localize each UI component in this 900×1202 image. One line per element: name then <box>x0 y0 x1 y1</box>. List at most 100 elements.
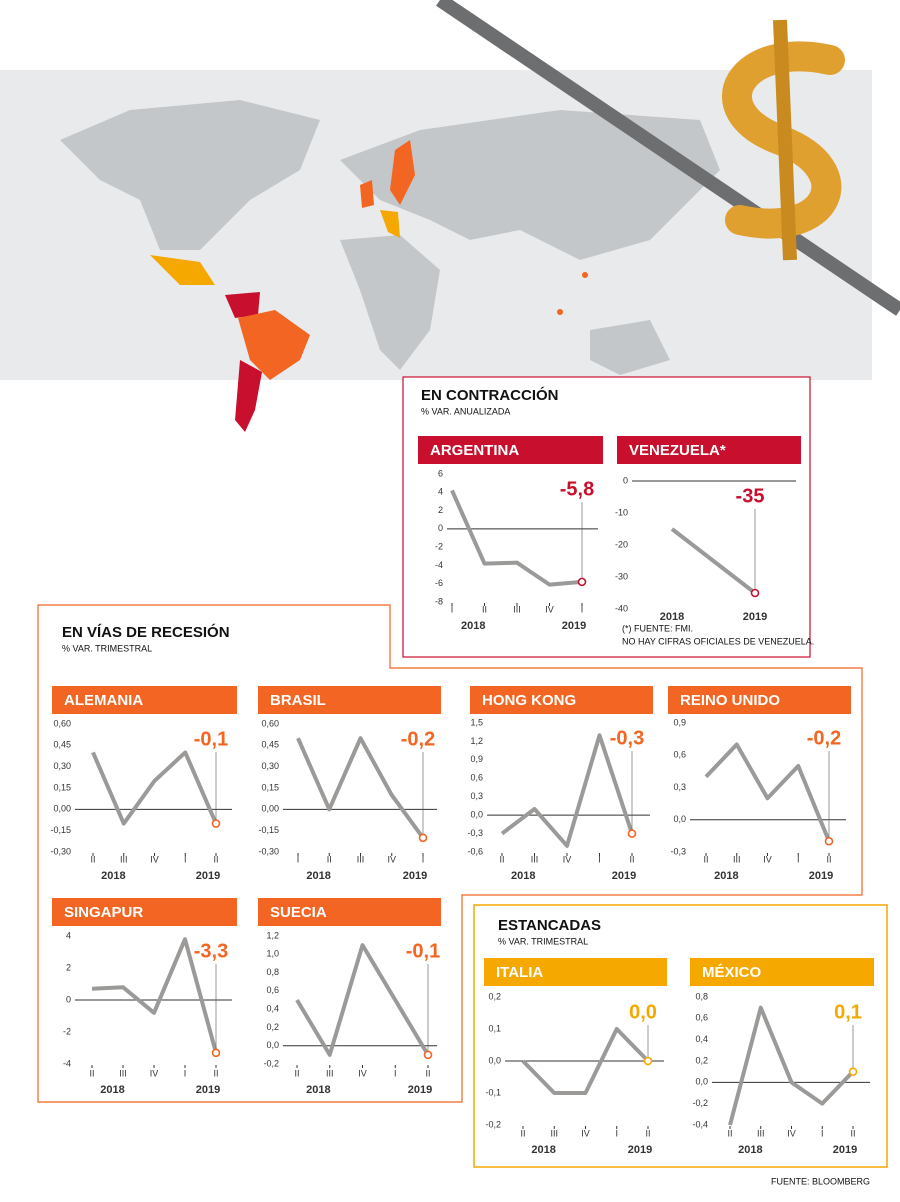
data-line <box>704 742 831 843</box>
north-america <box>60 100 320 250</box>
x-tick-label: II <box>826 854 831 864</box>
year-label: 2019 <box>562 620 586 632</box>
y-tick-label: -0,2 <box>485 1119 501 1129</box>
recession-box <box>37 604 863 1103</box>
x-tick-label: III <box>531 854 539 864</box>
y-tick-label: -2 <box>435 542 443 552</box>
x-tick-label: IV <box>358 1068 367 1078</box>
chart-title: SUECIA <box>270 904 327 921</box>
sweden-shape <box>390 140 415 205</box>
africa <box>340 235 440 370</box>
value-label: -0,2 <box>401 728 435 750</box>
y-tick-label: 0,15 <box>261 782 279 792</box>
x-tick-label: III <box>119 1068 127 1078</box>
chart-header <box>690 958 874 986</box>
y-tick-label: 0,4 <box>695 1034 708 1044</box>
y-tick-label: 0 <box>623 475 628 485</box>
year-label: 2019 <box>612 870 636 882</box>
section-subtitle: % VAR. ANUALIZADA <box>421 406 510 416</box>
chart-title: SINGAPUR <box>64 904 143 921</box>
y-tick-label: 0,0 <box>673 814 686 824</box>
y-tick-label: -0,4 <box>692 1119 708 1129</box>
data-line <box>91 937 218 1054</box>
value-label: -0,1 <box>406 940 440 962</box>
x-tick-label: I <box>581 604 584 614</box>
data-line <box>521 1027 650 1095</box>
y-tick-label: -0,2 <box>692 1098 708 1108</box>
y-tick-label: -10 <box>615 507 628 517</box>
year-label: 2018 <box>306 870 330 882</box>
x-tick-label: II <box>703 854 708 864</box>
italy-shape <box>380 210 400 238</box>
y-tick-label: 0,3 <box>673 782 686 792</box>
x-tick-label: III <box>120 854 128 864</box>
x-tick-label: IV <box>563 854 572 864</box>
y-tick-label: -6 <box>435 578 443 588</box>
point-marker <box>577 577 587 587</box>
argentina-shape <box>235 360 262 432</box>
y-tick-label: 0,3 <box>470 791 483 801</box>
x-tick-label: I <box>422 854 425 864</box>
x-tick-label: I <box>821 1128 824 1138</box>
mexico-shape <box>150 255 215 285</box>
x-tick-label: I <box>184 854 187 864</box>
x-tick-label: II <box>499 854 504 864</box>
chart-header <box>668 686 851 714</box>
x-tick-label: III <box>357 854 365 864</box>
x-tick-label: I <box>394 1068 397 1078</box>
y-tick-label: -4 <box>63 1058 71 1068</box>
chart-header <box>418 436 603 464</box>
x-tick-label: I <box>598 854 601 864</box>
x-tick-label: I <box>615 1128 618 1138</box>
section-title: ESTANCADAS <box>498 917 601 934</box>
y-tick-label: 0,00 <box>53 804 71 814</box>
y-tick-label: 4 <box>66 930 71 940</box>
x-tick-label: II <box>520 1128 525 1138</box>
y-tick-label: 0,0 <box>470 810 483 820</box>
point-marker <box>211 819 221 828</box>
x-tick-label: IV <box>150 1068 159 1078</box>
y-tick-label: 0,30 <box>261 761 279 771</box>
venezuela-shape <box>225 292 260 318</box>
y-tick-label: 0,60 <box>53 718 71 728</box>
data-line <box>670 527 757 595</box>
point-marker <box>643 1056 653 1066</box>
value-label: 0,0 <box>629 1001 657 1023</box>
x-tick-label: II <box>850 1128 855 1138</box>
x-tick-label: II <box>213 854 218 864</box>
dollar-bar <box>773 19 797 261</box>
section-subtitle: % VAR. TRIMESTRAL <box>62 643 152 653</box>
eurasia <box>340 110 720 260</box>
point-marker <box>750 588 760 598</box>
y-tick-label: 0,0 <box>266 1040 279 1050</box>
y-tick-label: 0,4 <box>266 1004 279 1014</box>
y-tick-label: 0 <box>438 523 443 533</box>
y-tick-label: -0,30 <box>50 846 71 856</box>
y-tick-label: -0,1 <box>485 1087 501 1097</box>
x-tick-label: III <box>757 1128 765 1138</box>
y-tick-label: 1,5 <box>470 717 483 727</box>
x-tick-label: III <box>550 1128 558 1138</box>
y-tick-label: 6 <box>438 468 443 478</box>
stagnant-box <box>473 904 888 1168</box>
value-label: -3,3 <box>194 940 228 962</box>
point-marker <box>627 829 637 838</box>
chart-title: HONG KONG <box>482 692 576 709</box>
y-tick-label: 0,60 <box>261 718 279 728</box>
section-title: EN VÍAS DE RECESIÓN <box>62 623 230 641</box>
value-label: -35 <box>736 485 765 507</box>
x-tick-label: II <box>645 1128 650 1138</box>
x-tick-label: IV <box>387 854 396 864</box>
x-tick-label: I <box>184 1068 187 1078</box>
chart-header <box>258 686 441 714</box>
y-tick-label: 0,2 <box>266 1022 279 1032</box>
y-tick-label: 1,0 <box>266 949 279 959</box>
y-tick-label: -30 <box>615 571 628 581</box>
y-tick-label: -0,2 <box>263 1058 279 1068</box>
chart-title: ARGENTINA <box>430 442 519 459</box>
y-tick-label: -0,30 <box>258 846 279 856</box>
year-label: 2018 <box>306 1084 330 1096</box>
data-line <box>296 736 425 839</box>
point-marker <box>211 1048 221 1058</box>
singapore-dot <box>557 309 563 315</box>
